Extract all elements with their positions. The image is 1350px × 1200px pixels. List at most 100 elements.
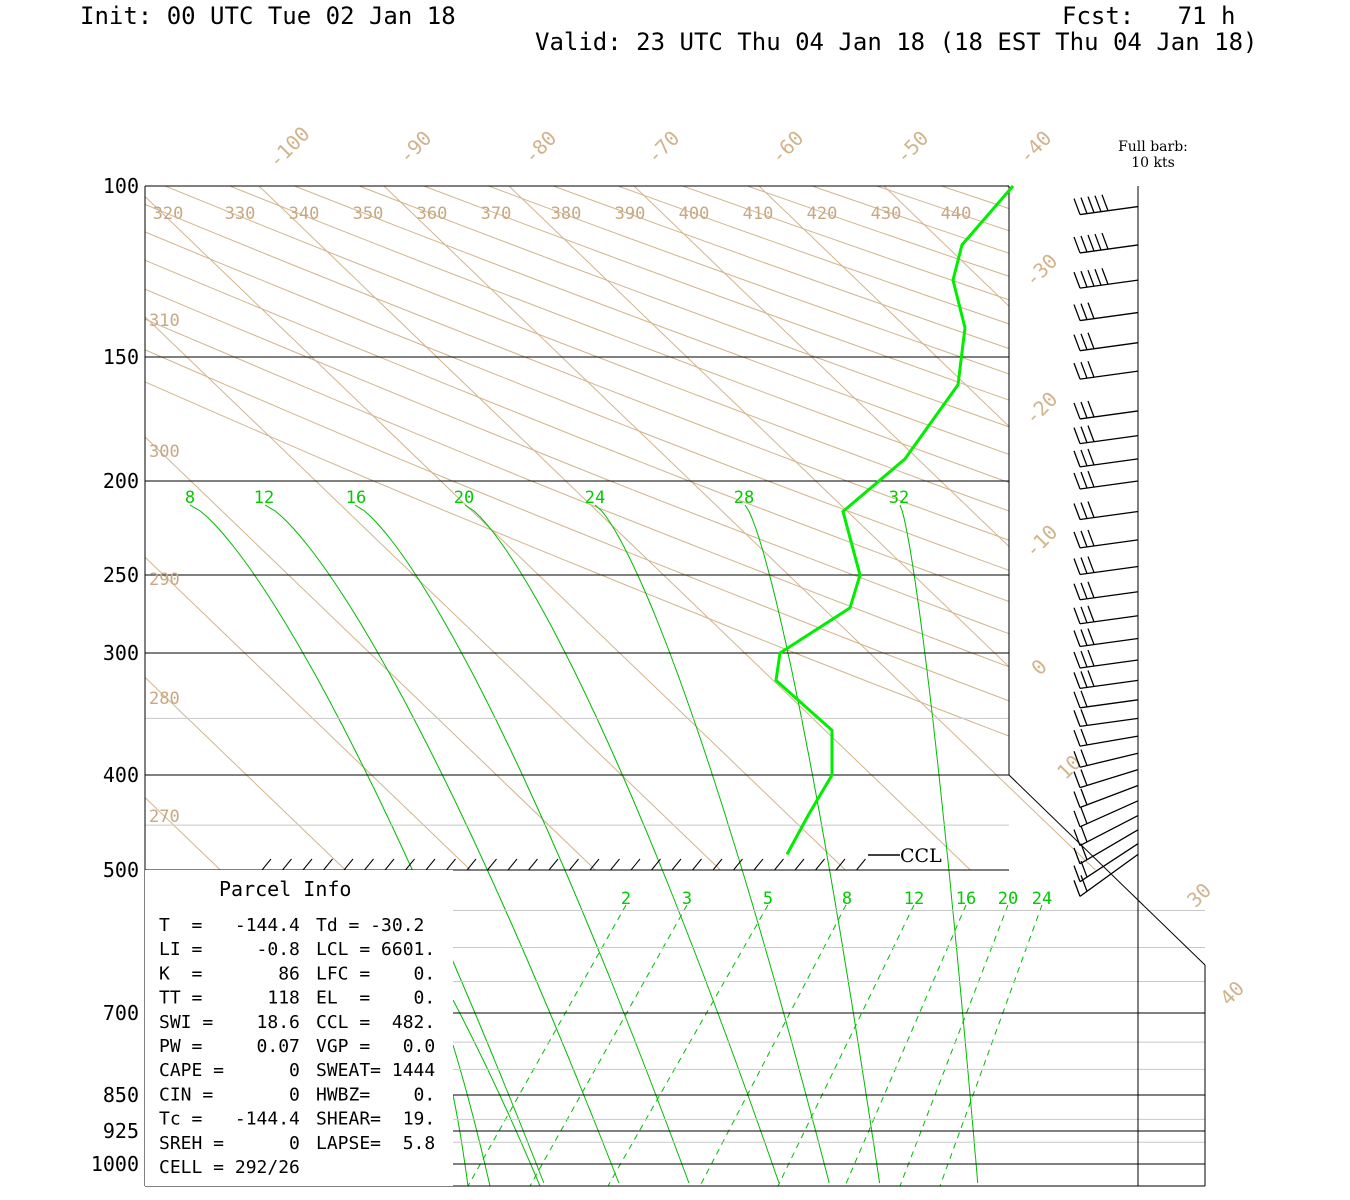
mixing-ratio-line <box>529 904 688 1187</box>
theta-label: 280 <box>149 689 180 709</box>
parcel-info-right: SWEAT= 1444 <box>316 1060 435 1081</box>
dry-adiabat-line <box>876 186 1205 871</box>
isotherm-label: -10 <box>1020 520 1063 563</box>
hatch-mark <box>712 858 723 871</box>
moist-adiabat-line <box>744 504 881 1184</box>
wind-barb <box>1073 470 1139 490</box>
moist-adiabat-line <box>189 504 545 1184</box>
isotherm-line <box>258 186 971 871</box>
isotherm-line <box>145 186 346 871</box>
hatch-mark <box>425 858 436 871</box>
pressure-tick-label: 850 <box>103 1083 139 1107</box>
isotherm-line <box>883 186 1205 871</box>
isotherm-line <box>145 186 471 871</box>
theta-label: 430 <box>871 204 902 224</box>
dry-adiabat-line <box>145 186 1205 871</box>
isotherm-label: -20 <box>1020 387 1063 430</box>
isotherm-line <box>1133 186 1205 871</box>
isotherm-lines <box>145 186 1350 871</box>
isotherm-label: 40 <box>1215 976 1249 1010</box>
mixing-ratio-label: 12 <box>254 488 274 508</box>
wind-barb <box>1073 649 1139 669</box>
wind-barb <box>1073 843 1139 883</box>
moist-adiabat-line <box>594 504 830 1184</box>
theta-label: 350 <box>353 204 384 224</box>
theta-label: 330 <box>225 204 256 224</box>
dry-adiabat-line <box>682 186 1205 871</box>
moist-adiabat-line <box>452 1044 491 1187</box>
hatch-mark <box>589 858 600 871</box>
hatch-mark <box>364 858 374 871</box>
parcel-info-left: PW = 0.07 <box>159 1036 300 1057</box>
mixing-ratio-label: 20 <box>998 889 1018 909</box>
theta-label: 390 <box>615 204 646 224</box>
parcel-info-right: CCL = 482. <box>316 1012 435 1033</box>
surface-hatch <box>261 858 866 871</box>
wind-barb <box>1073 556 1139 576</box>
mixing-ratio-label: 20 <box>454 488 474 508</box>
wind-barb <box>1073 425 1139 445</box>
parcel-info-right: SHEAR= 19. <box>316 1109 435 1130</box>
mixing-ratio-line <box>467 904 627 1187</box>
hatch-mark <box>651 858 661 871</box>
theta-label: 380 <box>551 204 582 224</box>
hatch-mark <box>794 858 805 871</box>
hatch-mark <box>446 858 456 871</box>
pressure-tick-label: 500 <box>103 858 139 882</box>
dry-adiabat-line <box>145 186 1205 871</box>
parcel-info-table: T = -144.4 Td = -30.2 LI = -0.8 LCL = 6601.… <box>159 915 435 1178</box>
dry-adiabat-line <box>553 186 1205 871</box>
mixing-ratio-label: 8 <box>185 488 195 508</box>
dry-adiabat-line <box>145 186 1205 871</box>
wind-barb <box>1073 690 1139 709</box>
dry-adiabat-line <box>145 186 1205 871</box>
wind-barb <box>1073 728 1139 747</box>
parcel-info-left: CAPE = 0 <box>159 1060 300 1081</box>
wind-barb <box>1073 232 1139 254</box>
hatch-mark <box>630 858 641 871</box>
isotherm-line <box>383 186 1096 871</box>
barb-note-line2: 10 kts <box>1131 155 1175 171</box>
mixing-ratio-label: 16 <box>956 889 976 909</box>
hatch-mark <box>343 858 354 871</box>
theta-label: 410 <box>743 204 774 224</box>
wind-barb <box>1073 628 1139 648</box>
wind-barb <box>1073 814 1139 847</box>
hatch-mark <box>815 858 825 871</box>
mixing-ratio-labels: 8 12 16 20 24 28 32 2 3 5 8 12 16 20 24 <box>185 488 1052 909</box>
dry-adiabat-line <box>145 186 1205 871</box>
parcel-info-right: LFC = 0. <box>316 963 435 984</box>
theta-label: 360 <box>417 204 448 224</box>
isotherm-label: -80 <box>519 126 562 169</box>
dry-adiabat-line <box>941 186 1205 871</box>
theta-label: 370 <box>481 204 512 224</box>
mixing-ratio-label: 28 <box>734 488 754 508</box>
dry-adiabat-line <box>145 186 1205 871</box>
barb-note-line1: Full barb: <box>1118 139 1188 155</box>
parcel-info-right: EL = 0. <box>316 988 435 1009</box>
dry-adiabat-line <box>423 186 1205 871</box>
wind-barb <box>1073 829 1139 865</box>
valid-time-label: Valid: 23 UTC Thu 04 Jan 18 (18 EST Thu … <box>535 28 1258 56</box>
isotherm-line <box>633 186 1205 871</box>
wind-barb <box>1073 194 1139 216</box>
wind-barb <box>1073 670 1139 690</box>
hatch-mark <box>610 858 620 871</box>
wind-barb <box>1073 302 1139 322</box>
isotherm-line <box>1259 186 1350 870</box>
hatch-mark <box>302 858 313 871</box>
pressure-tick-label: 925 <box>103 1119 139 1143</box>
mixing-ratio-line <box>607 904 769 1187</box>
wind-barb <box>1073 853 1139 897</box>
parcel-info-right: VGP = 0.0 <box>316 1036 435 1057</box>
moist-adiabat-lines <box>189 504 979 1187</box>
hatch-mark <box>753 858 764 871</box>
pressure-axis: 100 150 200 250 300 400 500 700 850 925 1000 <box>91 174 139 1176</box>
pressure-tick-label: 1000 <box>91 1152 139 1176</box>
isobar-lines <box>145 356 1205 1165</box>
theta-label: 320 <box>153 204 184 224</box>
dry-adiabat-line <box>164 186 1205 871</box>
parcel-info-right: LCL = 6601. <box>316 939 435 960</box>
wind-barb <box>1073 501 1139 521</box>
